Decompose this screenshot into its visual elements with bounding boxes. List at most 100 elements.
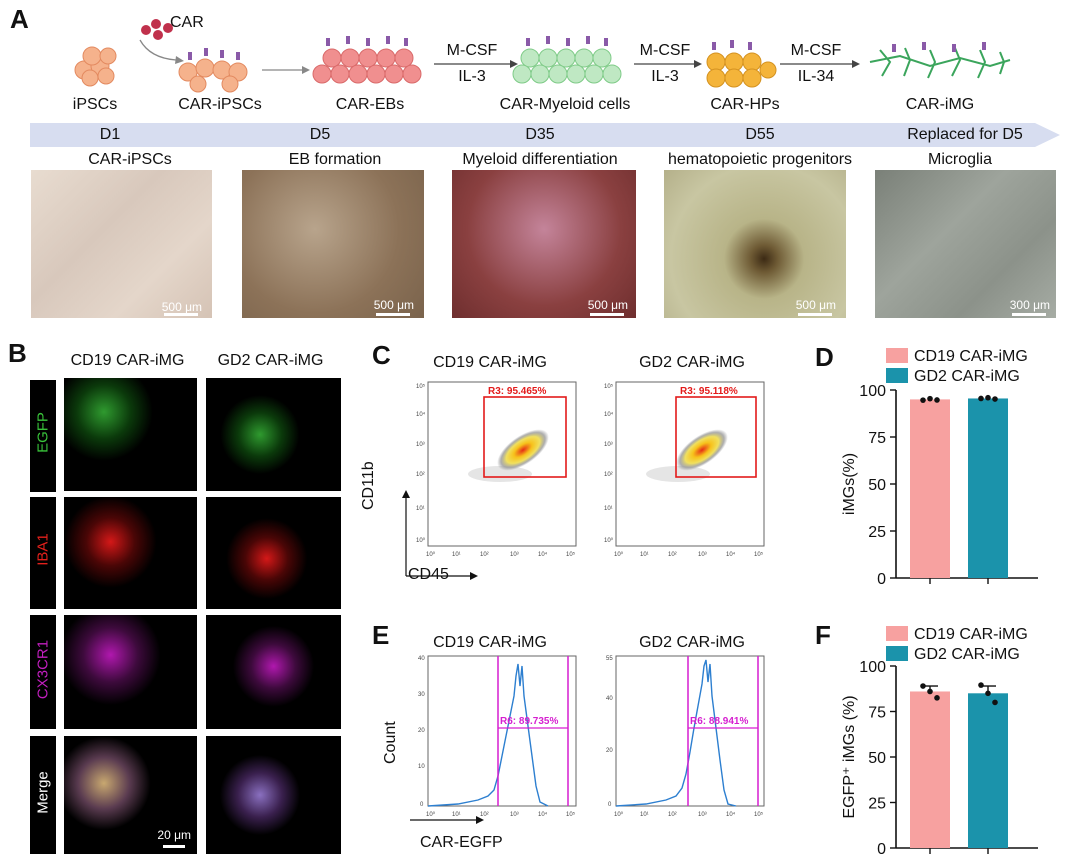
scale-bar <box>376 313 410 316</box>
car-ipsc-cluster-icon <box>178 48 248 93</box>
svg-text:10²: 10² <box>668 552 677 558</box>
plot-title: GD2 CAR-iMG <box>639 634 745 651</box>
gate-r3 <box>675 396 757 478</box>
data-point <box>920 397 926 403</box>
svg-text:10⁴: 10⁴ <box>538 811 548 818</box>
image-gd2-cx3cr1 <box>206 615 341 729</box>
svg-text:40: 40 <box>606 696 613 702</box>
data-point <box>978 682 984 688</box>
data-point <box>985 394 991 401</box>
image-title: EB formation <box>288 151 382 168</box>
svg-text:0: 0 <box>608 802 612 808</box>
row-label-bar: Merge <box>30 736 56 854</box>
image-gd2-egfp <box>206 378 341 491</box>
legend-label: CD19 CAR-iMG <box>914 348 1028 365</box>
svg-text:10⁰: 10⁰ <box>614 551 624 558</box>
scale-bar-label: 500 μm <box>587 298 628 312</box>
micrograph-microglia: 300 μm <box>875 170 1056 318</box>
scale-bar-label: 500 μm <box>161 300 202 314</box>
panel-label-c: C <box>372 340 391 370</box>
svg-text:10²: 10² <box>480 552 489 558</box>
timeline-day: Replaced for D5 <box>907 126 1023 143</box>
svg-text:10¹: 10¹ <box>640 812 649 818</box>
svg-text:10²: 10² <box>480 812 489 818</box>
scale-bar <box>163 845 185 848</box>
y-tick-label: 100 <box>859 659 886 676</box>
y-tick-label: 25 <box>868 524 886 541</box>
svg-text:10⁵: 10⁵ <box>754 811 764 818</box>
svg-text:10⁴: 10⁴ <box>726 811 736 818</box>
micrograph-myeloid: 500 μm <box>452 170 636 318</box>
y-tick-label: 25 <box>868 796 886 813</box>
legend-swatch <box>886 348 908 363</box>
scale-bar-label: 300 μm <box>1009 298 1050 312</box>
image-title: CAR-iPSCs <box>88 151 172 168</box>
svg-text:10⁵: 10⁵ <box>604 383 614 390</box>
arrow-bottom-label: IL-34 <box>797 68 835 85</box>
plot-title: CD19 CAR-iMG <box>433 634 547 651</box>
svg-text:10¹: 10¹ <box>452 812 461 818</box>
stage-label: CAR-iMG <box>905 96 975 113</box>
timeline-day: D1 <box>99 126 121 143</box>
legend-swatch <box>886 646 908 661</box>
scale-bar-label: 500 μm <box>795 298 836 312</box>
arrow-top-label: M-CSF <box>790 42 842 59</box>
y-tick-label: 100 <box>859 383 886 400</box>
y-tick-label: 75 <box>868 430 886 447</box>
y-axis-label: EGFP⁺ iMGs (%) <box>841 695 858 818</box>
svg-text:20: 20 <box>606 748 613 754</box>
bar-chart-d: CD19 CAR-iMG GD2 CAR-iMG 0 25 50 75 100 iMGs(%) <box>841 348 1038 588</box>
svg-text:10⁵: 10⁵ <box>566 551 576 558</box>
histogram-trace <box>427 663 549 807</box>
image-gd2-iba1 <box>206 497 341 609</box>
axis-label-cd45: CD45 <box>408 566 449 583</box>
y-tick-label: 0 <box>877 571 886 588</box>
svg-text:10⁰: 10⁰ <box>416 537 426 544</box>
stage-label: CAR-EBs <box>335 96 405 113</box>
image-title: Microglia <box>927 151 992 168</box>
svg-text:10¹: 10¹ <box>416 506 425 512</box>
micrograph-hp: 500 μm <box>664 170 846 318</box>
bar <box>968 693 1008 848</box>
y-tick-label: 50 <box>868 477 886 494</box>
data-point <box>934 695 940 701</box>
svg-text:10⁴: 10⁴ <box>604 411 614 418</box>
gate-label: R6: 88.941% <box>690 716 748 727</box>
image-cd19-cx3cr1 <box>64 615 197 729</box>
svg-text:10⁴: 10⁴ <box>538 551 548 558</box>
data-point <box>927 688 933 695</box>
row-label-egfp: EGFP <box>34 412 52 453</box>
scale-bar-label: 500 μm <box>373 298 414 312</box>
histogram-cd19: R6: 89.735% 40 30 20 10 0 10⁰ 10¹ 10² 10³ 10… <box>418 655 577 818</box>
car-virus-icon <box>139 19 184 64</box>
svg-text:10³: 10³ <box>698 812 707 818</box>
timeline-day: D35 <box>525 126 555 143</box>
axis-label-cd11b: CD11b <box>360 461 377 510</box>
pipeline-illustration <box>74 19 1011 93</box>
histogram-gd2: R6: 88.941% 55 40 20 0 10⁰ 10¹ 10² 10³ 10⁴ 10… <box>606 655 765 818</box>
bar <box>968 398 1008 578</box>
svg-text:10³: 10³ <box>510 812 519 818</box>
car-myeloid-icon <box>512 48 622 84</box>
row-label-bar: EGFP <box>30 380 56 492</box>
stage-label: CAR-iPSCs <box>178 96 262 113</box>
svg-text:10⁰: 10⁰ <box>426 811 436 818</box>
column-header: CD19 CAR-iMG <box>70 352 185 369</box>
scale-bar <box>590 313 624 316</box>
plot-title: GD2 CAR-iMG <box>639 354 745 371</box>
panel-label-b: B <box>8 338 27 368</box>
svg-text:10⁴: 10⁴ <box>726 551 736 558</box>
gate-label: R3: 95.118% <box>680 386 738 397</box>
svg-text:10³: 10³ <box>416 442 425 448</box>
row-label-merge: Merge <box>34 771 52 814</box>
svg-text:10¹: 10¹ <box>640 552 649 558</box>
legend-label: CD19 CAR-iMG <box>914 626 1028 643</box>
svg-text:55: 55 <box>606 656 613 662</box>
car-label: CAR <box>170 14 204 31</box>
svg-text:10²: 10² <box>416 472 425 478</box>
panel-label-a: A <box>10 4 29 34</box>
legend-swatch <box>886 368 908 383</box>
scale-bar <box>1012 313 1046 316</box>
